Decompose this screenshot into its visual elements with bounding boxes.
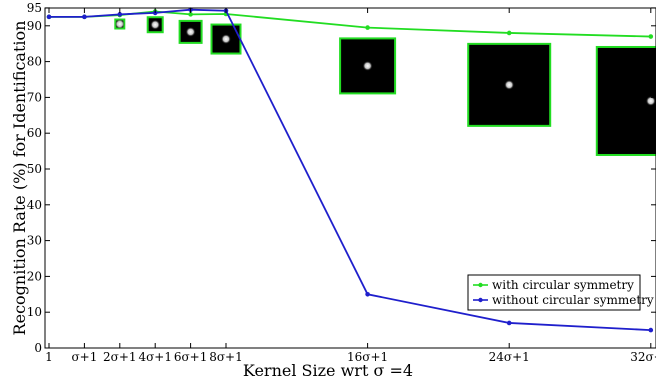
x-tick-label: 2σ+1 bbox=[103, 350, 137, 364]
x-tick-label: σ+1 bbox=[71, 350, 97, 364]
kernel-thumbnail-spot bbox=[185, 26, 196, 37]
y-tick-label: 40 bbox=[27, 198, 42, 212]
kernel-thumbnail bbox=[146, 16, 164, 34]
y-tick-label: 95 bbox=[27, 1, 42, 15]
series-point-1 bbox=[506, 320, 512, 326]
series-point-1 bbox=[365, 292, 370, 297]
series-point-0 bbox=[365, 25, 370, 30]
kernel-thumbnail bbox=[595, 45, 656, 156]
x-tick-label: 32σ+1 bbox=[630, 350, 656, 364]
x-tick-label: 24σ+1 bbox=[489, 350, 530, 364]
x-axis-label: Kernel Size wrt σ =4 bbox=[243, 361, 413, 380]
series-point-1 bbox=[648, 327, 654, 333]
y-tick-label: 20 bbox=[27, 269, 42, 283]
plot-frame bbox=[44, 7, 656, 349]
series-point-1 bbox=[46, 14, 52, 20]
legend-box bbox=[467, 274, 641, 311]
legend: with circular symmetry without circular … bbox=[467, 274, 654, 311]
kernel-thumbnail-spot bbox=[114, 19, 125, 30]
legend-marker-with bbox=[478, 282, 483, 288]
series-point-0 bbox=[648, 34, 654, 39]
y-axis: 0 10 20 30 40 50 60 70 80 90 95 bbox=[27, 1, 656, 355]
y-tick-label: 10 bbox=[27, 305, 42, 319]
kernel-thumbnail-spot bbox=[504, 79, 515, 90]
kernel-thumbnail-spot bbox=[150, 19, 161, 30]
legend-label-with: with circular symmetry bbox=[492, 278, 634, 292]
x-tick-label: 16σ+1 bbox=[347, 350, 388, 364]
x-tick-label: 6σ+1 bbox=[174, 350, 208, 364]
series-point-0 bbox=[188, 12, 193, 17]
x-axis: 1 σ+1 2σ+14σ+16σ+18σ+1 16σ+1 24σ+1 32σ+1 bbox=[45, 8, 656, 364]
x-tick-label: 1 bbox=[45, 350, 53, 364]
x-tick-label: 4σ+1 bbox=[138, 350, 172, 364]
x-tick-label: 8σ+1 bbox=[209, 350, 243, 364]
kernel-thumbnail bbox=[114, 18, 126, 30]
series-line-0 bbox=[49, 10, 651, 38]
thumbnails-layer bbox=[114, 16, 656, 156]
y-tick-label: 50 bbox=[27, 162, 42, 176]
y-tick-label: 30 bbox=[27, 234, 42, 248]
legend-label-without: without circular symmetry bbox=[492, 293, 654, 307]
kernel-thumbnail-spot bbox=[362, 60, 373, 71]
y-axis-label: Recognition Rate (%) for Identification bbox=[10, 21, 29, 336]
y-tick-label: 80 bbox=[27, 55, 42, 69]
kernel-thumbnail bbox=[339, 37, 397, 95]
kernel-thumbnail bbox=[467, 42, 552, 127]
y-tick-label: 0 bbox=[34, 341, 42, 355]
series-point-1 bbox=[82, 14, 87, 20]
series-point-0 bbox=[506, 30, 512, 36]
y-tick-label: 60 bbox=[27, 126, 42, 140]
kernel-thumbnail bbox=[178, 19, 203, 44]
kernel-thumbnail bbox=[210, 23, 242, 55]
series-point-1 bbox=[117, 12, 123, 17]
kernel-thumbnail-spot bbox=[645, 95, 656, 106]
legend-marker-without bbox=[478, 297, 483, 303]
y-tick-label: 70 bbox=[27, 90, 42, 104]
kernel-thumbnail-spot bbox=[221, 34, 231, 45]
y-tick-label: 90 bbox=[27, 19, 42, 33]
